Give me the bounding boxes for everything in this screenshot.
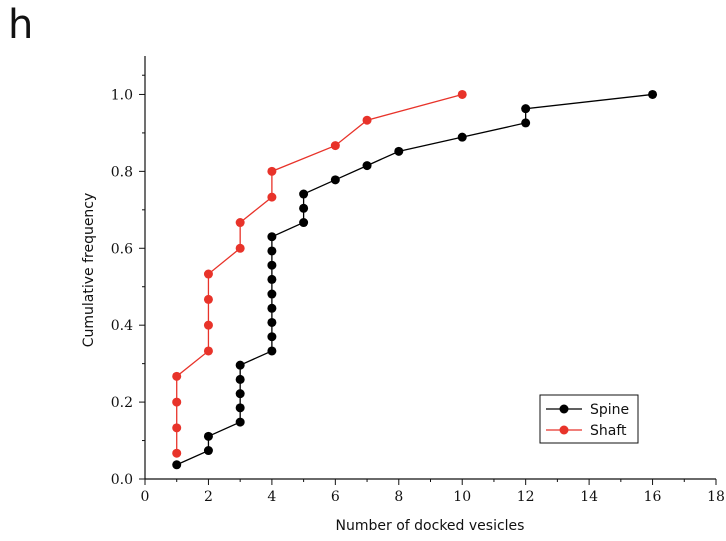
legend-label-spine: Spine — [590, 402, 629, 418]
data-point-spine — [267, 289, 277, 299]
data-point-spine — [235, 403, 245, 413]
data-point-spine — [299, 218, 309, 228]
x-tick-label: 8 — [394, 489, 403, 505]
data-point-shaft — [172, 423, 182, 433]
y-tick-label: 0.0 — [111, 472, 133, 488]
data-point-spine — [521, 118, 531, 128]
x-tick-label: 0 — [141, 489, 150, 505]
data-point-spine — [235, 417, 245, 427]
panel-label: h — [8, 2, 34, 48]
data-point-spine — [235, 374, 245, 384]
data-point-shaft — [203, 346, 213, 356]
x-tick-label: 2 — [204, 489, 213, 505]
series-shaft — [172, 89, 467, 458]
x-tick-label: 12 — [517, 489, 535, 505]
data-point-spine — [235, 360, 245, 370]
data-point-shaft — [362, 115, 372, 125]
data-point-spine — [172, 460, 182, 470]
data-point-shaft — [172, 448, 182, 458]
data-point-shaft — [267, 166, 277, 176]
data-point-spine — [203, 431, 213, 441]
y-axis-title: Cumulative frequency — [81, 193, 97, 348]
y-tick-label: 0.4 — [111, 318, 133, 334]
data-point-spine — [299, 189, 309, 199]
x-tick-label: 14 — [580, 489, 598, 505]
data-point-spine — [362, 161, 372, 171]
data-point-spine — [330, 175, 340, 185]
data-point-shaft — [203, 294, 213, 304]
legend-marker-spine — [559, 404, 569, 414]
data-point-spine — [521, 104, 531, 114]
data-point-spine — [267, 274, 277, 284]
data-point-shaft — [330, 141, 340, 151]
data-point-spine — [203, 446, 213, 456]
y-tick-label: 0.8 — [111, 164, 133, 180]
data-point-spine — [299, 203, 309, 213]
data-point-spine — [394, 146, 404, 156]
y-tick-label: 1.0 — [111, 87, 133, 103]
data-point-spine — [267, 346, 277, 356]
x-tick-label: 16 — [644, 489, 662, 505]
series-layer — [172, 89, 658, 470]
series-line-shaft — [176, 93, 463, 454]
x-tick-label: 4 — [267, 489, 276, 505]
series-spine — [172, 89, 658, 470]
data-point-spine — [267, 303, 277, 313]
x-tick-label: 6 — [331, 489, 340, 505]
data-point-shaft — [172, 397, 182, 407]
data-point-shaft — [267, 192, 277, 202]
axes: 0 2 4 6 8 10 12 14 16 18 0.0 0.2 0.4 0.6 0.8 1.0 — [111, 56, 725, 505]
legend-box — [539, 394, 639, 444]
data-point-spine — [267, 332, 277, 342]
y-tick-label: 0.2 — [111, 395, 133, 411]
legend-label-shaft: Shaft — [590, 423, 627, 439]
data-point-shaft — [235, 218, 245, 228]
data-point-shaft — [203, 320, 213, 330]
legend: Spine Shaft — [539, 394, 639, 444]
data-point-shaft — [457, 89, 467, 99]
x-axis-title: Number of docked vesicles — [336, 518, 525, 534]
x-tick-label: 10 — [453, 489, 471, 505]
data-point-shaft — [172, 371, 182, 381]
data-point-spine — [457, 132, 467, 142]
legend-marker-shaft — [559, 425, 569, 435]
data-point-spine — [267, 246, 277, 256]
data-point-shaft — [235, 243, 245, 253]
data-point-spine — [235, 389, 245, 399]
x-tick-label: 18 — [707, 489, 725, 505]
y-tick-label: 0.6 — [111, 241, 133, 257]
data-point-shaft — [203, 269, 213, 279]
data-point-spine — [267, 232, 277, 242]
data-point-spine — [267, 317, 277, 327]
data-point-spine — [648, 89, 658, 99]
data-point-spine — [267, 260, 277, 270]
